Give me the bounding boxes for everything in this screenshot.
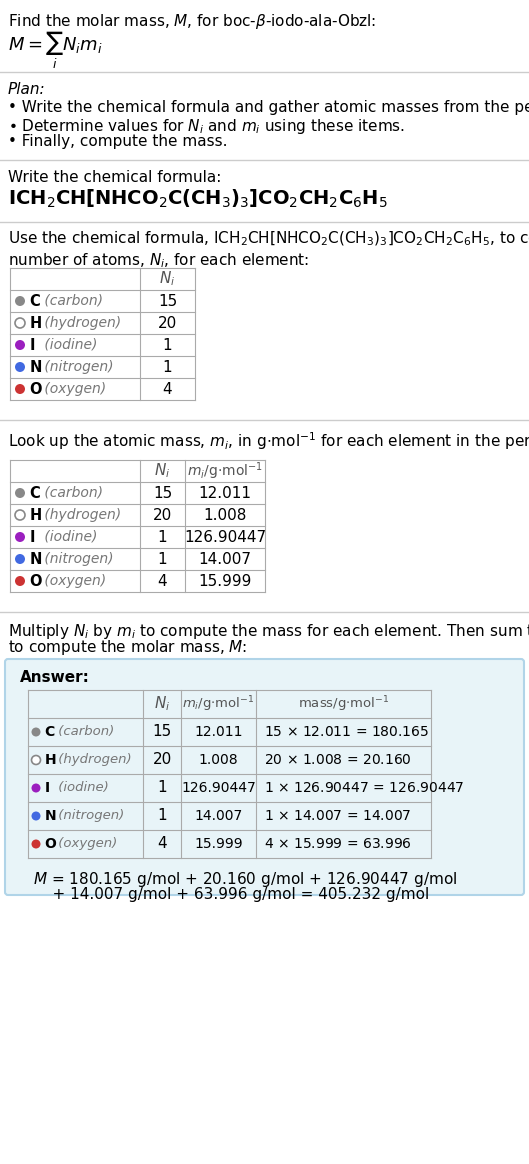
Text: $\bf{H}$: $\bf{H}$	[29, 508, 42, 523]
Text: (iodine): (iodine)	[40, 530, 97, 544]
Text: 15: 15	[158, 293, 177, 308]
Text: (hydrogen): (hydrogen)	[54, 753, 132, 767]
Text: (carbon): (carbon)	[40, 294, 103, 308]
Text: (iodine): (iodine)	[54, 781, 109, 795]
FancyBboxPatch shape	[5, 659, 524, 895]
Circle shape	[32, 811, 41, 821]
Circle shape	[15, 384, 25, 393]
Text: 1: 1	[163, 360, 172, 375]
Text: (nitrogen): (nitrogen)	[54, 809, 124, 823]
Text: $M = \sum_i N_i m_i$: $M = \sum_i N_i m_i$	[8, 30, 103, 71]
Circle shape	[15, 510, 25, 520]
Circle shape	[15, 296, 25, 306]
Text: 15: 15	[153, 485, 172, 501]
Text: Answer:: Answer:	[20, 670, 90, 684]
Text: 12.011: 12.011	[198, 485, 251, 501]
Text: $\bf{N}$: $\bf{N}$	[44, 809, 57, 823]
Text: $m_i$/g$\cdot$mol$^{-1}$: $m_i$/g$\cdot$mol$^{-1}$	[187, 460, 263, 482]
Text: + 14.007 g/mol + 63.996 g/mol = 405.232 g/mol: + 14.007 g/mol + 63.996 g/mol = 405.232 …	[33, 887, 429, 902]
Text: 4: 4	[158, 574, 167, 589]
Text: (hydrogen): (hydrogen)	[40, 508, 121, 521]
Text: $\bf{H}$: $\bf{H}$	[29, 315, 42, 331]
Text: $m_i$/g$\cdot$mol$^{-1}$: $m_i$/g$\cdot$mol$^{-1}$	[183, 694, 255, 714]
Circle shape	[32, 839, 41, 849]
Text: $\bf{N}$: $\bf{N}$	[29, 551, 42, 567]
Text: Find the molar mass, $M$, for boc-$\beta$-iodo-ala-Obzl:: Find the molar mass, $M$, for boc-$\beta…	[8, 12, 376, 31]
Text: Look up the atomic mass, $m_i$, in g$\cdot$mol$^{-1}$ for each element in the pe: Look up the atomic mass, $m_i$, in g$\cd…	[8, 430, 529, 452]
Text: $N_i$: $N_i$	[154, 462, 171, 481]
Text: 1: 1	[158, 530, 167, 545]
Text: 1: 1	[157, 781, 167, 795]
Text: Plan:: Plan:	[8, 81, 45, 97]
Text: 15: 15	[152, 724, 171, 739]
Text: 1: 1	[158, 552, 167, 567]
Text: 126.90447: 126.90447	[184, 530, 266, 545]
Text: • Finally, compute the mass.: • Finally, compute the mass.	[8, 134, 227, 149]
Text: (oxygen): (oxygen)	[54, 838, 117, 851]
Text: 1: 1	[163, 338, 172, 353]
Text: $N_i$: $N_i$	[159, 270, 176, 289]
Text: $\bf{O}$: $\bf{O}$	[29, 573, 43, 589]
Text: (iodine): (iodine)	[40, 338, 97, 352]
Text: 15.999: 15.999	[198, 574, 252, 589]
Text: 4 $\times$ 15.999 = 63.996: 4 $\times$ 15.999 = 63.996	[264, 837, 412, 851]
Text: Write the chemical formula:: Write the chemical formula:	[8, 170, 221, 185]
Text: (oxygen): (oxygen)	[40, 382, 106, 396]
Text: 4: 4	[157, 837, 167, 852]
Text: 20 $\times$ 1.008 = 20.160: 20 $\times$ 1.008 = 20.160	[264, 753, 412, 767]
Text: ICH$_2$CH[NHCO$_2$C(CH$_3$)$_3$]CO$_2$CH$_2$C$_6$H$_5$: ICH$_2$CH[NHCO$_2$C(CH$_3$)$_3$]CO$_2$CH…	[8, 189, 388, 211]
Text: mass/g$\cdot$mol$^{-1}$: mass/g$\cdot$mol$^{-1}$	[298, 694, 389, 714]
Text: 15.999: 15.999	[194, 837, 243, 851]
Text: • Write the chemical formula and gather atomic masses from the periodic table.: • Write the chemical formula and gather …	[8, 100, 529, 115]
Text: 1: 1	[157, 809, 167, 823]
Text: 20: 20	[152, 752, 171, 767]
Circle shape	[15, 488, 25, 498]
Circle shape	[15, 554, 25, 565]
Text: to compute the molar mass, $M$:: to compute the molar mass, $M$:	[8, 638, 248, 656]
Text: $\bf{H}$: $\bf{H}$	[44, 753, 57, 767]
Text: (oxygen): (oxygen)	[40, 574, 106, 588]
Text: 1.008: 1.008	[203, 508, 247, 523]
Text: 15 $\times$ 12.011 = 180.165: 15 $\times$ 12.011 = 180.165	[264, 725, 429, 739]
Text: 126.90447: 126.90447	[181, 781, 256, 795]
Text: 14.007: 14.007	[198, 552, 251, 567]
Text: 1 $\times$ 14.007 = 14.007: 1 $\times$ 14.007 = 14.007	[264, 809, 412, 823]
Circle shape	[15, 340, 25, 350]
Text: $\bf{O}$: $\bf{O}$	[29, 381, 43, 397]
Text: $\bf{N}$: $\bf{N}$	[29, 359, 42, 375]
Circle shape	[32, 783, 41, 793]
Text: (nitrogen): (nitrogen)	[40, 360, 114, 374]
Circle shape	[15, 532, 25, 542]
Text: • Determine values for $N_i$ and $m_i$ using these items.: • Determine values for $N_i$ and $m_i$ u…	[8, 118, 405, 136]
Text: 20: 20	[153, 508, 172, 523]
Text: (nitrogen): (nitrogen)	[40, 552, 114, 566]
Text: 4: 4	[163, 382, 172, 397]
Text: 1 $\times$ 126.90447 = 126.90447: 1 $\times$ 126.90447 = 126.90447	[264, 781, 464, 795]
Text: (hydrogen): (hydrogen)	[40, 315, 121, 331]
Text: (carbon): (carbon)	[54, 725, 114, 738]
Circle shape	[32, 728, 41, 737]
Text: $\bf{C}$: $\bf{C}$	[29, 485, 41, 501]
Circle shape	[15, 576, 25, 585]
Text: $M$ = 180.165 g/mol + 20.160 g/mol + 126.90447 g/mol: $M$ = 180.165 g/mol + 20.160 g/mol + 126…	[33, 870, 458, 889]
Text: (carbon): (carbon)	[40, 487, 103, 501]
Text: 20: 20	[158, 315, 177, 331]
Text: Multiply $N_i$ by $m_i$ to compute the mass for each element. Then sum those val: Multiply $N_i$ by $m_i$ to compute the m…	[8, 622, 529, 641]
Text: $\bf{C}$: $\bf{C}$	[44, 725, 56, 739]
Text: $N_i$: $N_i$	[154, 695, 170, 714]
Circle shape	[32, 755, 41, 765]
Text: $\bf{I}$: $\bf{I}$	[29, 528, 35, 545]
Text: $\bf{I}$: $\bf{I}$	[44, 781, 50, 795]
Text: $\bf{C}$: $\bf{C}$	[29, 293, 41, 308]
Text: $\bf{I}$: $\bf{I}$	[29, 338, 35, 353]
Text: 1.008: 1.008	[199, 753, 238, 767]
Text: 12.011: 12.011	[194, 725, 243, 739]
Text: $\bf{O}$: $\bf{O}$	[44, 837, 57, 851]
Text: Use the chemical formula, ICH$_2$CH[NHCO$_2$C(CH$_3$)$_3$]CO$_2$CH$_2$C$_6$H$_5$: Use the chemical formula, ICH$_2$CH[NHCO…	[8, 230, 529, 270]
Circle shape	[15, 318, 25, 328]
Text: 14.007: 14.007	[194, 809, 243, 823]
Circle shape	[15, 362, 25, 372]
